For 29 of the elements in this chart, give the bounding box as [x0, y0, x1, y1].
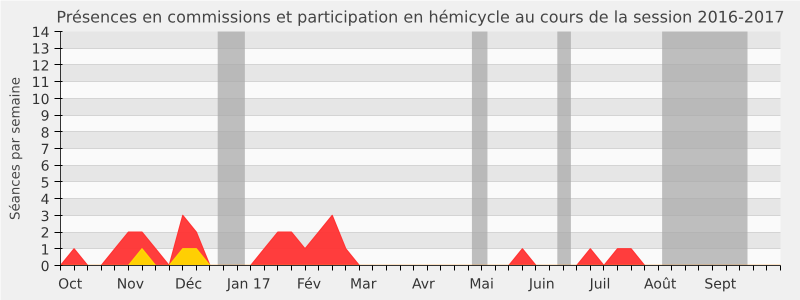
x-tick-label: Août	[644, 276, 677, 292]
y-tick-label: 4	[40, 192, 50, 208]
y-tick-label: 0	[40, 259, 50, 275]
chart-title: Présences en commissions et participation en hémicycle au cours de la session 2016-2017	[56, 8, 785, 26]
x-tick-label: Jan 17	[226, 276, 271, 292]
x-tick-label: Mai	[469, 276, 494, 292]
y-tick-label: 11	[32, 75, 50, 92]
y-tick-label: 1	[40, 242, 50, 258]
x-tick-label: Juin	[528, 276, 555, 292]
x-tick-label: Sept	[704, 276, 737, 292]
x-tick-label: Mar	[350, 276, 377, 292]
y-tick-label: 5	[40, 175, 50, 192]
y-tick-label: 9	[40, 108, 50, 125]
y-tick-label: 2	[40, 226, 50, 242]
y-tick-label: 7	[40, 142, 50, 158]
y-tick-label: 13	[32, 42, 50, 58]
x-tick-label: Juil	[588, 276, 610, 292]
x-tick-label: Avr	[412, 276, 436, 292]
y-tick-label: 8	[40, 125, 50, 142]
y-tick-label: 12	[32, 58, 50, 74]
x-tick-label: Nov	[116, 276, 144, 292]
y-tick-label: 6	[40, 158, 50, 175]
y-tick-label: 10	[32, 92, 50, 108]
y-tick-label: 3	[40, 208, 50, 225]
y-tick-label: 14	[32, 25, 50, 41]
y-axis-title: Séances par semaine	[8, 77, 24, 220]
x-tick-label: Déc	[175, 276, 202, 292]
x-tick-label: Fév	[296, 276, 322, 292]
x-tick-label: Oct	[58, 276, 83, 292]
